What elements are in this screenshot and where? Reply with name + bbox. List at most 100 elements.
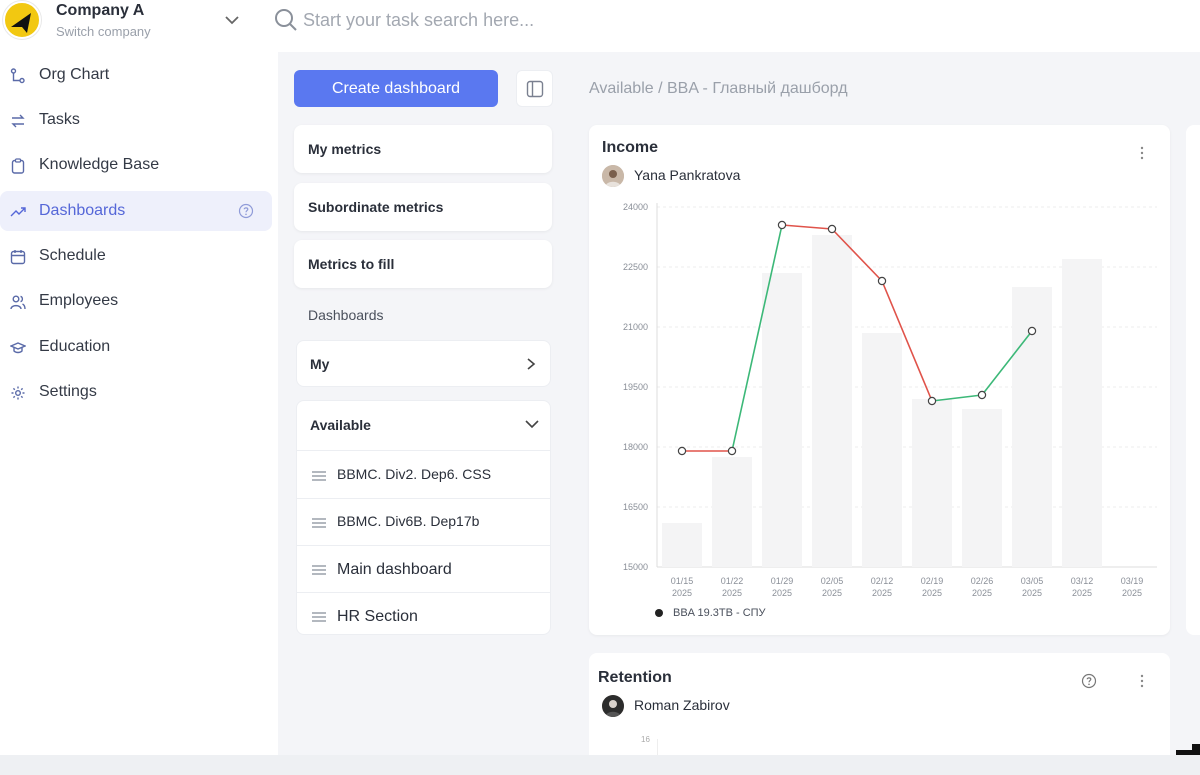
y-tick-label: 21000	[623, 322, 648, 332]
chart-bar	[712, 457, 752, 567]
company-switcher[interactable]: Company A Switch company	[0, 0, 272, 44]
my-dashboards-label: My	[310, 356, 330, 372]
subordinate-metrics-button[interactable]: Subordinate metrics	[294, 183, 552, 231]
x-tick-label: 02/19	[921, 576, 944, 586]
sidebar-item-label: Settings	[39, 383, 97, 400]
avatar	[602, 695, 624, 717]
switch-company-label[interactable]: Switch company	[56, 24, 151, 39]
data-point	[777, 220, 787, 230]
x-tick-label: 2025	[1022, 588, 1042, 598]
dashboard-name: HR Section	[337, 608, 418, 625]
available-dashboards-label: Available	[310, 417, 371, 433]
dashboards-panel: Create dashboard My metrics Subordinate …	[278, 52, 571, 755]
chart-owner-name: Roman Zabirov	[634, 697, 730, 713]
search-icon	[275, 9, 297, 31]
line-segment	[931, 394, 983, 402]
chart-bar	[862, 333, 902, 567]
dashboard-list-item[interactable]: Main dashboard	[297, 546, 550, 593]
next-chart-card-edge	[1186, 125, 1200, 635]
y-tick-label: 24000	[623, 202, 648, 212]
my-metrics-label: My metrics	[308, 141, 382, 157]
chevron-right-icon	[527, 358, 536, 370]
y-tick-label: 22500	[623, 262, 648, 272]
avatar	[602, 165, 624, 187]
help-icon[interactable]	[1081, 673, 1097, 689]
panel-toggle-button[interactable]	[516, 70, 553, 107]
metrics-to-fill-button[interactable]: Metrics to fill	[294, 240, 552, 288]
chart-bar	[762, 273, 802, 567]
y-tick-label: 18000	[623, 442, 648, 452]
x-tick-label: 02/05	[821, 576, 844, 586]
line-segment	[731, 224, 783, 452]
data-point	[1027, 326, 1037, 336]
data-point	[727, 446, 737, 456]
x-tick-label: 2025	[672, 588, 692, 598]
drag-handle-icon[interactable]	[311, 517, 327, 529]
users-icon	[10, 295, 26, 310]
dashboard-list-item[interactable]: BBMC. Div6B. Dep17b	[297, 499, 550, 546]
dashboard-main: Available / BBA - Главный дашборд Income…	[571, 52, 1200, 755]
help-icon[interactable]	[238, 203, 254, 219]
drag-handle-icon[interactable]	[311, 564, 327, 576]
my-metrics-button[interactable]: My metrics	[294, 125, 552, 173]
graduation-cap-icon	[10, 342, 26, 354]
tasks-icon	[11, 114, 25, 128]
sidebar-item-label: Education	[39, 338, 111, 355]
available-dashboards-header[interactable]: Available	[297, 401, 550, 451]
dashboard-list-item[interactable]: HR Section	[297, 593, 550, 634]
y-tick-label: 19500	[623, 382, 648, 392]
create-dashboard-button[interactable]: Create dashboard	[294, 70, 498, 107]
x-tick-label: 2025	[972, 588, 992, 598]
more-menu-icon[interactable]	[1139, 673, 1145, 689]
x-tick-label: 01/29	[771, 576, 794, 586]
search-input[interactable]	[303, 6, 743, 34]
x-tick-label: 03/05	[1021, 576, 1044, 586]
sidebar-item-tasks[interactable]: Tasks	[0, 100, 272, 140]
drag-handle-icon[interactable]	[311, 470, 327, 482]
y-axis-line	[657, 739, 658, 755]
drag-handle-icon[interactable]	[311, 611, 327, 623]
dashboards-section-title: Dashboards	[308, 307, 384, 323]
data-point	[977, 390, 987, 400]
sidebar-item-dashboards[interactable]: Dashboards	[0, 191, 272, 231]
bottom-scroll-area	[0, 755, 1200, 775]
data-point	[827, 224, 837, 234]
subordinate-metrics-label: Subordinate metrics	[308, 199, 444, 215]
resize-corner-icon	[1176, 744, 1200, 755]
chart-title: Income	[602, 139, 659, 156]
dashboard-list-item[interactable]: BBMC. Div2. Dep6. CSS	[297, 452, 550, 499]
sidebar-item-education[interactable]: Education	[0, 327, 272, 367]
sidebar-item-label: Schedule	[39, 247, 106, 264]
chart-bar	[812, 235, 852, 567]
gear-icon	[11, 386, 25, 400]
chevron-down-icon[interactable]	[222, 10, 242, 30]
y-tick-label: 16500	[623, 502, 648, 512]
sidebar-item-label: Dashboards	[39, 202, 126, 219]
company-name: Company A	[56, 2, 145, 19]
task-search	[272, 4, 772, 36]
x-tick-label: 2025	[772, 588, 792, 598]
company-logo	[3, 1, 41, 39]
y-tick-label: 15000	[623, 562, 648, 572]
chart-bar	[912, 399, 952, 567]
chart-bar	[1062, 259, 1102, 567]
sidebar-item-schedule[interactable]: Schedule	[0, 236, 272, 276]
sidebar-item-employees[interactable]: Employees	[0, 281, 272, 321]
org-chart-icon	[10, 68, 25, 84]
x-tick-label: 2025	[1072, 588, 1092, 598]
income-chart: 15000 16500 18000 19500 21000 22500 24000 01/15…	[623, 202, 1157, 598]
breadcrumb: Available / BBA - Главный дашборд	[589, 80, 848, 97]
sidebar-item-org-chart[interactable]: Org Chart	[0, 55, 272, 95]
x-tick-label: 01/15	[671, 576, 694, 586]
my-dashboards-group[interactable]: My	[296, 340, 551, 387]
chart-bar	[962, 409, 1002, 567]
x-tick-label: 01/22	[721, 576, 744, 586]
metrics-to-fill-label: Metrics to fill	[308, 256, 395, 272]
x-tick-label: 03/19	[1121, 576, 1144, 586]
sidebar-item-settings[interactable]: Settings	[0, 372, 272, 412]
data-point	[877, 276, 887, 286]
sidebar-item-knowledge-base[interactable]: Knowledge Base	[0, 145, 272, 185]
more-menu-icon[interactable]	[1139, 145, 1145, 161]
clipboard-icon	[11, 158, 25, 174]
